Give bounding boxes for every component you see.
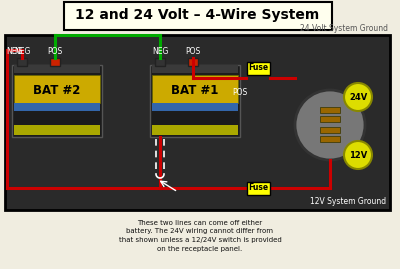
Bar xyxy=(152,65,238,73)
Text: 12V System Ground: 12V System Ground xyxy=(310,197,386,206)
Bar xyxy=(188,58,198,66)
FancyBboxPatch shape xyxy=(246,62,270,75)
Bar xyxy=(14,125,100,135)
Text: BAT #1: BAT #1 xyxy=(171,84,219,97)
Text: 24 Volt System Ground: 24 Volt System Ground xyxy=(300,24,388,33)
Text: NEG: NEG xyxy=(152,47,168,56)
Bar xyxy=(320,136,340,142)
Bar xyxy=(152,103,238,111)
Circle shape xyxy=(344,83,372,111)
Bar xyxy=(17,58,27,66)
Bar xyxy=(12,65,102,137)
Bar xyxy=(5,35,390,210)
Text: Fuse: Fuse xyxy=(248,183,268,193)
Bar xyxy=(320,127,340,133)
Bar xyxy=(14,75,100,103)
Text: 24V: 24V xyxy=(349,93,367,101)
Text: Fuse: Fuse xyxy=(248,63,268,73)
Text: These two lines can come off either
battery. The 24V wiring cannot differ from
t: These two lines can come off either batt… xyxy=(119,220,281,252)
Bar xyxy=(320,116,340,122)
Bar xyxy=(50,58,60,66)
Bar xyxy=(320,107,340,113)
Text: POS: POS xyxy=(47,47,63,56)
Bar xyxy=(14,103,100,111)
Bar xyxy=(155,58,165,66)
Text: NEG: NEG xyxy=(6,47,22,56)
Bar xyxy=(150,65,240,137)
Text: 12V: 12V xyxy=(349,150,367,160)
Text: POS: POS xyxy=(185,47,201,56)
Bar xyxy=(14,65,100,73)
FancyBboxPatch shape xyxy=(246,182,270,194)
Bar xyxy=(152,125,238,135)
Text: BAT #2: BAT #2 xyxy=(33,84,81,97)
FancyBboxPatch shape xyxy=(64,2,332,30)
Circle shape xyxy=(295,90,365,160)
Text: 12 and 24 Volt – 4-Wire System: 12 and 24 Volt – 4-Wire System xyxy=(75,8,319,22)
Text: POS: POS xyxy=(232,88,248,97)
Bar xyxy=(152,75,238,103)
Circle shape xyxy=(344,141,372,169)
Text: NEG: NEG xyxy=(14,47,30,56)
